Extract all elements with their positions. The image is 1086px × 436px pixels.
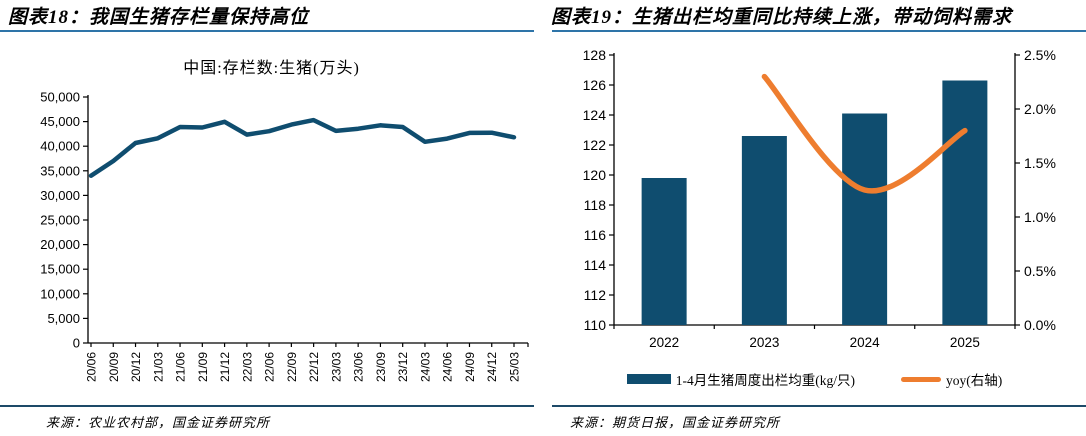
svg-text:1.5%: 1.5% <box>1024 155 1056 171</box>
svg-text:22/12: 22/12 <box>307 352 321 382</box>
svg-text:2.5%: 2.5% <box>1024 47 1056 63</box>
figure-19-title: 图表19：生猪出栏均重同比持续上涨，带动饲料需求 <box>551 7 1013 28</box>
weight-bar-series <box>641 80 988 325</box>
svg-text:21/03: 21/03 <box>151 352 165 382</box>
svg-text:22/09: 22/09 <box>285 352 299 382</box>
hog-inventory-line-chart: 0 5,000 10,000 15,000 20,000 25,000 30,000 35,0… <box>40 90 529 382</box>
legend-item-weight: 1-4月生猪周度出栏均重(kg/只) <box>626 369 855 389</box>
svg-text:25,000: 25,000 <box>40 213 80 228</box>
x-axis-labels: 20/06 20/09 20/12 21/03 21/06 21/09 21/12 22/03… <box>85 343 529 382</box>
svg-text:0.0%: 0.0% <box>1024 317 1056 333</box>
panel-figure-19: 图表19：生猪出栏均重同比持续上涨，带动饲料需求 110 112 114 116 118… <box>543 0 1086 436</box>
slaughter-weight-combo-chart: 110 112 114 116 118 120 122 124 126 128 0.0% 0.5% 1.… <box>583 47 1056 350</box>
figure-18-source: 来源：农业农村部，国金证券研究所 <box>46 415 271 430</box>
svg-text:25/03: 25/03 <box>508 352 522 382</box>
legend-label-weight: 1-4月生猪周度出栏均重(kg/只) <box>675 373 855 388</box>
svg-text:20/12: 20/12 <box>129 352 143 382</box>
chart-legend: 1-4月生猪周度出栏均重(kg/只) yoy(右轴) <box>543 369 1086 389</box>
inventory-chart-title: 中国:存栏数:生猪(万头) <box>183 60 360 77</box>
svg-text:40,000: 40,000 <box>40 139 80 154</box>
svg-text:15,000: 15,000 <box>40 262 80 277</box>
svg-text:5,000: 5,000 <box>47 311 80 326</box>
svg-text:124: 124 <box>583 107 607 123</box>
svg-text:23/09: 23/09 <box>374 352 388 382</box>
figure-18-title: 图表18：我国生猪存栏量保持高位 <box>8 7 310 28</box>
svg-text:23/06: 23/06 <box>352 352 366 382</box>
yoy-line-series <box>761 73 968 194</box>
svg-text:2.0%: 2.0% <box>1024 101 1056 117</box>
svg-text:21/12: 21/12 <box>218 352 232 382</box>
bar-series-swatch <box>626 374 671 384</box>
svg-text:35,000: 35,000 <box>40 163 80 178</box>
axes <box>87 95 528 344</box>
source-rule <box>0 405 534 407</box>
svg-text:23/12: 23/12 <box>396 352 410 382</box>
svg-text:2022: 2022 <box>649 335 679 350</box>
panel-figure-18: 图表18：我国生猪存栏量保持高位 中国:存栏数:生猪(万头) 0 5,000 10,… <box>0 7 534 430</box>
svg-text:0.5%: 0.5% <box>1024 263 1056 279</box>
svg-text:2024: 2024 <box>850 335 881 350</box>
svg-text:122: 122 <box>583 137 607 153</box>
svg-text:110: 110 <box>584 317 607 333</box>
svg-text:2023: 2023 <box>749 335 779 350</box>
svg-text:116: 116 <box>584 227 607 243</box>
svg-text:24/09: 24/09 <box>463 352 477 382</box>
title-rule <box>0 30 534 32</box>
source-rule <box>552 405 1086 407</box>
svg-text:20/09: 20/09 <box>107 352 121 382</box>
svg-text:118: 118 <box>584 197 607 213</box>
svg-text:24/03: 24/03 <box>418 352 432 382</box>
left-y-axis-labels: 110 112 114 116 118 120 122 124 126 128 <box>583 47 614 333</box>
svg-text:21/09: 21/09 <box>196 352 210 382</box>
svg-text:2025: 2025 <box>950 335 980 350</box>
svg-text:10,000: 10,000 <box>40 286 80 301</box>
svg-text:120: 120 <box>583 167 607 183</box>
title-rule <box>552 30 1086 32</box>
right-y-axis-labels: 0.0% 0.5% 1.0% 1.5% 2.0% 2.5% <box>1015 47 1056 333</box>
svg-text:50,000: 50,000 <box>40 90 80 105</box>
svg-text:126: 126 <box>583 77 607 93</box>
svg-text:128: 128 <box>583 47 607 63</box>
svg-text:30,000: 30,000 <box>40 188 80 203</box>
x-axis-labels: 2022 2023 2024 2025 <box>613 325 1016 350</box>
svg-text:20,000: 20,000 <box>40 237 80 252</box>
inventory-line-series <box>88 117 517 178</box>
svg-text:45,000: 45,000 <box>40 114 80 129</box>
svg-text:23/03: 23/03 <box>329 352 343 382</box>
y-axis-labels: 0 5,000 10,000 15,000 20,000 25,000 30,000 35,0… <box>40 90 88 351</box>
legend-item-yoy: yoy(右轴) <box>901 369 1002 389</box>
line-series-swatch <box>901 376 941 382</box>
svg-text:22/03: 22/03 <box>240 352 254 382</box>
svg-text:24/12: 24/12 <box>485 352 499 382</box>
svg-text:24/06: 24/06 <box>441 352 455 382</box>
svg-text:1.0%: 1.0% <box>1024 209 1056 225</box>
svg-text:114: 114 <box>584 257 607 273</box>
svg-text:20/06: 20/06 <box>85 352 99 382</box>
svg-text:21/06: 21/06 <box>174 352 188 382</box>
svg-text:0: 0 <box>73 336 80 351</box>
svg-text:112: 112 <box>584 287 607 303</box>
figure-19-source: 来源：期货日报，国金证券研究所 <box>570 415 781 430</box>
legend-label-yoy: yoy(右轴) <box>946 373 1003 388</box>
svg-text:22/06: 22/06 <box>263 352 277 382</box>
